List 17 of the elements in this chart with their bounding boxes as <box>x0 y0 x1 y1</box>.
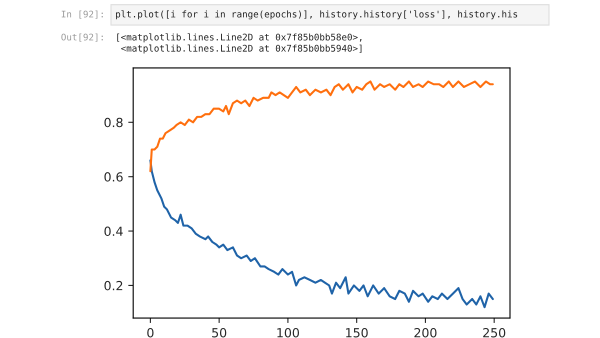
y-tick-label: 0.2 <box>104 280 122 290</box>
line-series <box>149 159 494 308</box>
x-tick-label: 100 <box>277 328 300 338</box>
text: Out[92]: <box>61 33 103 42</box>
x-tick-label: 0 <box>147 328 154 338</box>
y-tick-label: 0.8 <box>104 118 123 128</box>
x-tick-label: 200 <box>414 328 437 338</box>
x-tick-label: 150 <box>346 328 368 338</box>
text: [<matplotlib.lines.Line2D at 0x7f85b0bb58e0>, <box>117 33 362 42</box>
text: In [92]: <box>62 10 103 19</box>
x-tick-label: 50 <box>212 328 226 338</box>
line-series <box>149 80 494 172</box>
y-tick-label: 0.6 <box>104 172 123 182</box>
text: plt.plot([i for i in range(epochs)], history.history['loss'], history.his <box>116 10 518 20</box>
text: <matplotlib.lines.Line2D at 0x7f85b0bb5940>] <box>121 44 362 54</box>
y-tick-label: 0.4 <box>104 226 123 236</box>
x-tick-label: 250 <box>483 328 506 338</box>
